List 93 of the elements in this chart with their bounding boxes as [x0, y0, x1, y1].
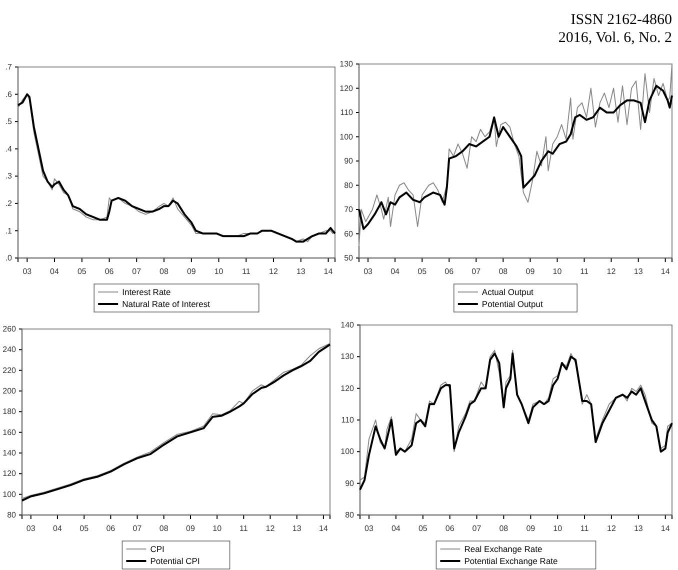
- y-tick-label: .7: [5, 62, 13, 72]
- x-tick-label: 14: [660, 524, 670, 533]
- legend-label: Real Exchange Rate: [464, 544, 542, 554]
- x-tick-label: 09: [526, 266, 536, 276]
- x-tick-label: 04: [53, 524, 62, 533]
- x-tick-label: 06: [444, 266, 454, 276]
- text: ISSN 2162-4860: [570, 12, 672, 28]
- x-tick-label: 03: [22, 266, 32, 276]
- x-tick-label: 04: [390, 266, 400, 276]
- x-tick-label: 05: [418, 266, 428, 276]
- legend-label: Actual Output: [482, 287, 534, 297]
- x-tick-label: 13: [296, 266, 306, 276]
- y-tick-label: .3: [5, 172, 13, 181]
- y-tick-label: 100: [340, 132, 354, 142]
- x-tick-label: 05: [77, 266, 87, 276]
- x-tick-label: 11: [580, 524, 590, 533]
- y-tick-label: 60: [344, 229, 354, 238]
- y-tick-label: 200: [2, 386, 17, 396]
- y-tick-label: .4: [5, 144, 13, 154]
- y-tick-label: 80: [345, 510, 355, 520]
- x-tick-label: 04: [50, 266, 60, 276]
- x-tick-label: 13: [634, 266, 644, 276]
- text: 2016, Vol. 6, No. 2: [558, 30, 672, 46]
- x-tick-label: 06: [104, 266, 114, 276]
- x-tick-label: 12: [269, 266, 278, 276]
- x-tick-label: 10: [212, 524, 222, 533]
- x-tick-label: 08: [159, 524, 169, 533]
- x-tick-label: 07: [132, 266, 142, 276]
- y-tick-label: 50: [344, 254, 354, 263]
- x-tick-label: 06: [106, 524, 116, 533]
- x-tick-label: 08: [160, 266, 169, 276]
- x-tick-label: 12: [606, 266, 616, 276]
- y-tick-label: .5: [5, 117, 13, 126]
- x-tick-label: 12: [266, 524, 276, 533]
- x-tick-label: 03: [26, 524, 36, 533]
- x-tick-label: 14: [318, 524, 328, 533]
- y-tick-label: 130: [340, 352, 355, 362]
- x-tick-label: 09: [526, 524, 536, 533]
- y-tick-label: 80: [7, 510, 17, 520]
- x-tick-label: 13: [634, 524, 644, 533]
- x-tick-label: 10: [552, 266, 562, 276]
- line-series: [358, 64, 672, 246]
- x-tick-label: 09: [186, 524, 196, 533]
- x-tick-label: 14: [324, 266, 334, 276]
- y-tick-label: 180: [2, 407, 17, 416]
- y-tick-label: 260: [2, 324, 17, 334]
- y-tick-label: 160: [2, 428, 17, 437]
- x-tick-label: 09: [186, 266, 196, 276]
- x-tick-label: 10: [214, 266, 224, 276]
- x-tick-label: 12: [606, 524, 616, 533]
- x-tick-label: 04: [391, 524, 401, 533]
- legend-label: Natural Rate of Interest: [122, 299, 211, 309]
- x-tick-label: 05: [418, 524, 428, 533]
- y-tick-label: 130: [340, 60, 354, 69]
- legend-label: CPI: [150, 544, 164, 554]
- y-tick-label: 100: [2, 490, 17, 499]
- legend-label: Potential Exchange Rate: [464, 556, 558, 566]
- x-tick-label: 05: [80, 524, 90, 533]
- y-tick-label: 110: [340, 108, 354, 118]
- y-tick-label: 240: [2, 345, 17, 354]
- y-tick-label: .6: [5, 90, 13, 99]
- x-tick-label: 07: [472, 266, 482, 276]
- y-tick-label: 220: [2, 366, 17, 375]
- x-tick-label: 13: [292, 524, 302, 533]
- y-tick-label: .0: [5, 254, 13, 263]
- y-tick-label: 80: [344, 180, 354, 190]
- y-tick-label: 90: [345, 478, 355, 488]
- x-tick-label: 07: [472, 524, 482, 533]
- legend-label: Potential Output: [482, 299, 544, 309]
- y-tick-label: 120: [340, 84, 354, 93]
- x-tick-label: 11: [580, 266, 589, 276]
- y-tick-label: 120: [340, 384, 355, 393]
- y-tick-label: 90: [344, 156, 354, 166]
- legend-label: Potential CPI: [150, 556, 200, 566]
- y-tick-label: 110: [341, 416, 355, 425]
- y-tick-label: .2: [5, 198, 13, 208]
- x-tick-label: 08: [498, 266, 508, 276]
- y-tick-label: 100: [340, 447, 355, 456]
- y-tick-label: 70: [344, 205, 354, 214]
- x-tick-label: 14: [660, 266, 670, 276]
- x-tick-label: 10: [553, 524, 563, 533]
- x-tick-label: 11: [242, 266, 251, 276]
- legend-label: Interest Rate: [122, 287, 172, 297]
- x-tick-label: 03: [364, 266, 374, 276]
- y-tick-label: 120: [2, 469, 17, 478]
- x-tick-label: 11: [239, 524, 248, 533]
- y-tick-label: 140: [340, 320, 355, 330]
- x-tick-label: 03: [364, 524, 374, 533]
- y-tick-label: 140: [2, 448, 17, 458]
- x-tick-label: 06: [445, 524, 455, 533]
- y-tick-label: .1: [5, 226, 13, 236]
- x-tick-label: 08: [499, 524, 509, 533]
- x-tick-label: 07: [132, 524, 142, 533]
